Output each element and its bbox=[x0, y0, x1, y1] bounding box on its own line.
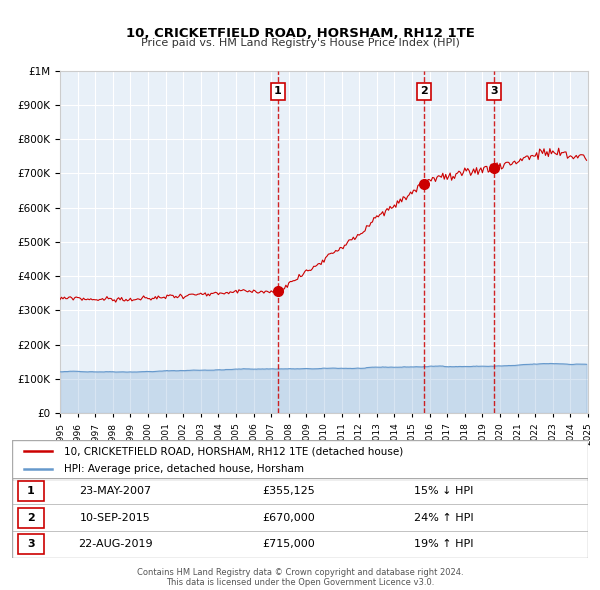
Text: 10, CRICKETFIELD ROAD, HORSHAM, RH12 1TE: 10, CRICKETFIELD ROAD, HORSHAM, RH12 1TE bbox=[125, 27, 475, 40]
FancyBboxPatch shape bbox=[18, 534, 44, 555]
FancyBboxPatch shape bbox=[18, 481, 44, 502]
Text: This data is licensed under the Open Government Licence v3.0.: This data is licensed under the Open Gov… bbox=[166, 578, 434, 587]
Text: 23-MAY-2007: 23-MAY-2007 bbox=[80, 486, 152, 496]
Text: 19% ↑ HPI: 19% ↑ HPI bbox=[414, 539, 474, 549]
Text: Price paid vs. HM Land Registry's House Price Index (HPI): Price paid vs. HM Land Registry's House … bbox=[140, 38, 460, 48]
Text: 10, CRICKETFIELD ROAD, HORSHAM, RH12 1TE (detached house): 10, CRICKETFIELD ROAD, HORSHAM, RH12 1TE… bbox=[64, 446, 403, 456]
Text: 2: 2 bbox=[27, 513, 35, 523]
Text: 2: 2 bbox=[420, 86, 428, 96]
Text: 10-SEP-2015: 10-SEP-2015 bbox=[80, 513, 151, 523]
Text: 3: 3 bbox=[490, 86, 497, 96]
Text: 15% ↓ HPI: 15% ↓ HPI bbox=[415, 486, 473, 496]
Text: 1: 1 bbox=[274, 86, 282, 96]
Text: £715,000: £715,000 bbox=[262, 539, 315, 549]
Text: HPI: Average price, detached house, Horsham: HPI: Average price, detached house, Hors… bbox=[64, 464, 304, 474]
FancyBboxPatch shape bbox=[18, 507, 44, 528]
Text: 24% ↑ HPI: 24% ↑ HPI bbox=[414, 513, 474, 523]
Text: 1: 1 bbox=[27, 486, 35, 496]
Text: £355,125: £355,125 bbox=[262, 486, 315, 496]
Text: 22-AUG-2019: 22-AUG-2019 bbox=[79, 539, 153, 549]
Text: £670,000: £670,000 bbox=[262, 513, 315, 523]
FancyBboxPatch shape bbox=[12, 440, 588, 481]
Text: Contains HM Land Registry data © Crown copyright and database right 2024.: Contains HM Land Registry data © Crown c… bbox=[137, 568, 463, 576]
Text: 3: 3 bbox=[27, 539, 35, 549]
